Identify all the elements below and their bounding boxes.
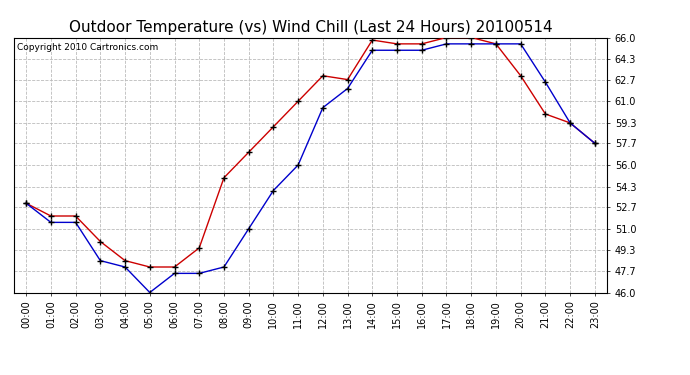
Title: Outdoor Temperature (vs) Wind Chill (Last 24 Hours) 20100514: Outdoor Temperature (vs) Wind Chill (Las… [69, 20, 552, 35]
Text: Copyright 2010 Cartronics.com: Copyright 2010 Cartronics.com [17, 43, 158, 52]
